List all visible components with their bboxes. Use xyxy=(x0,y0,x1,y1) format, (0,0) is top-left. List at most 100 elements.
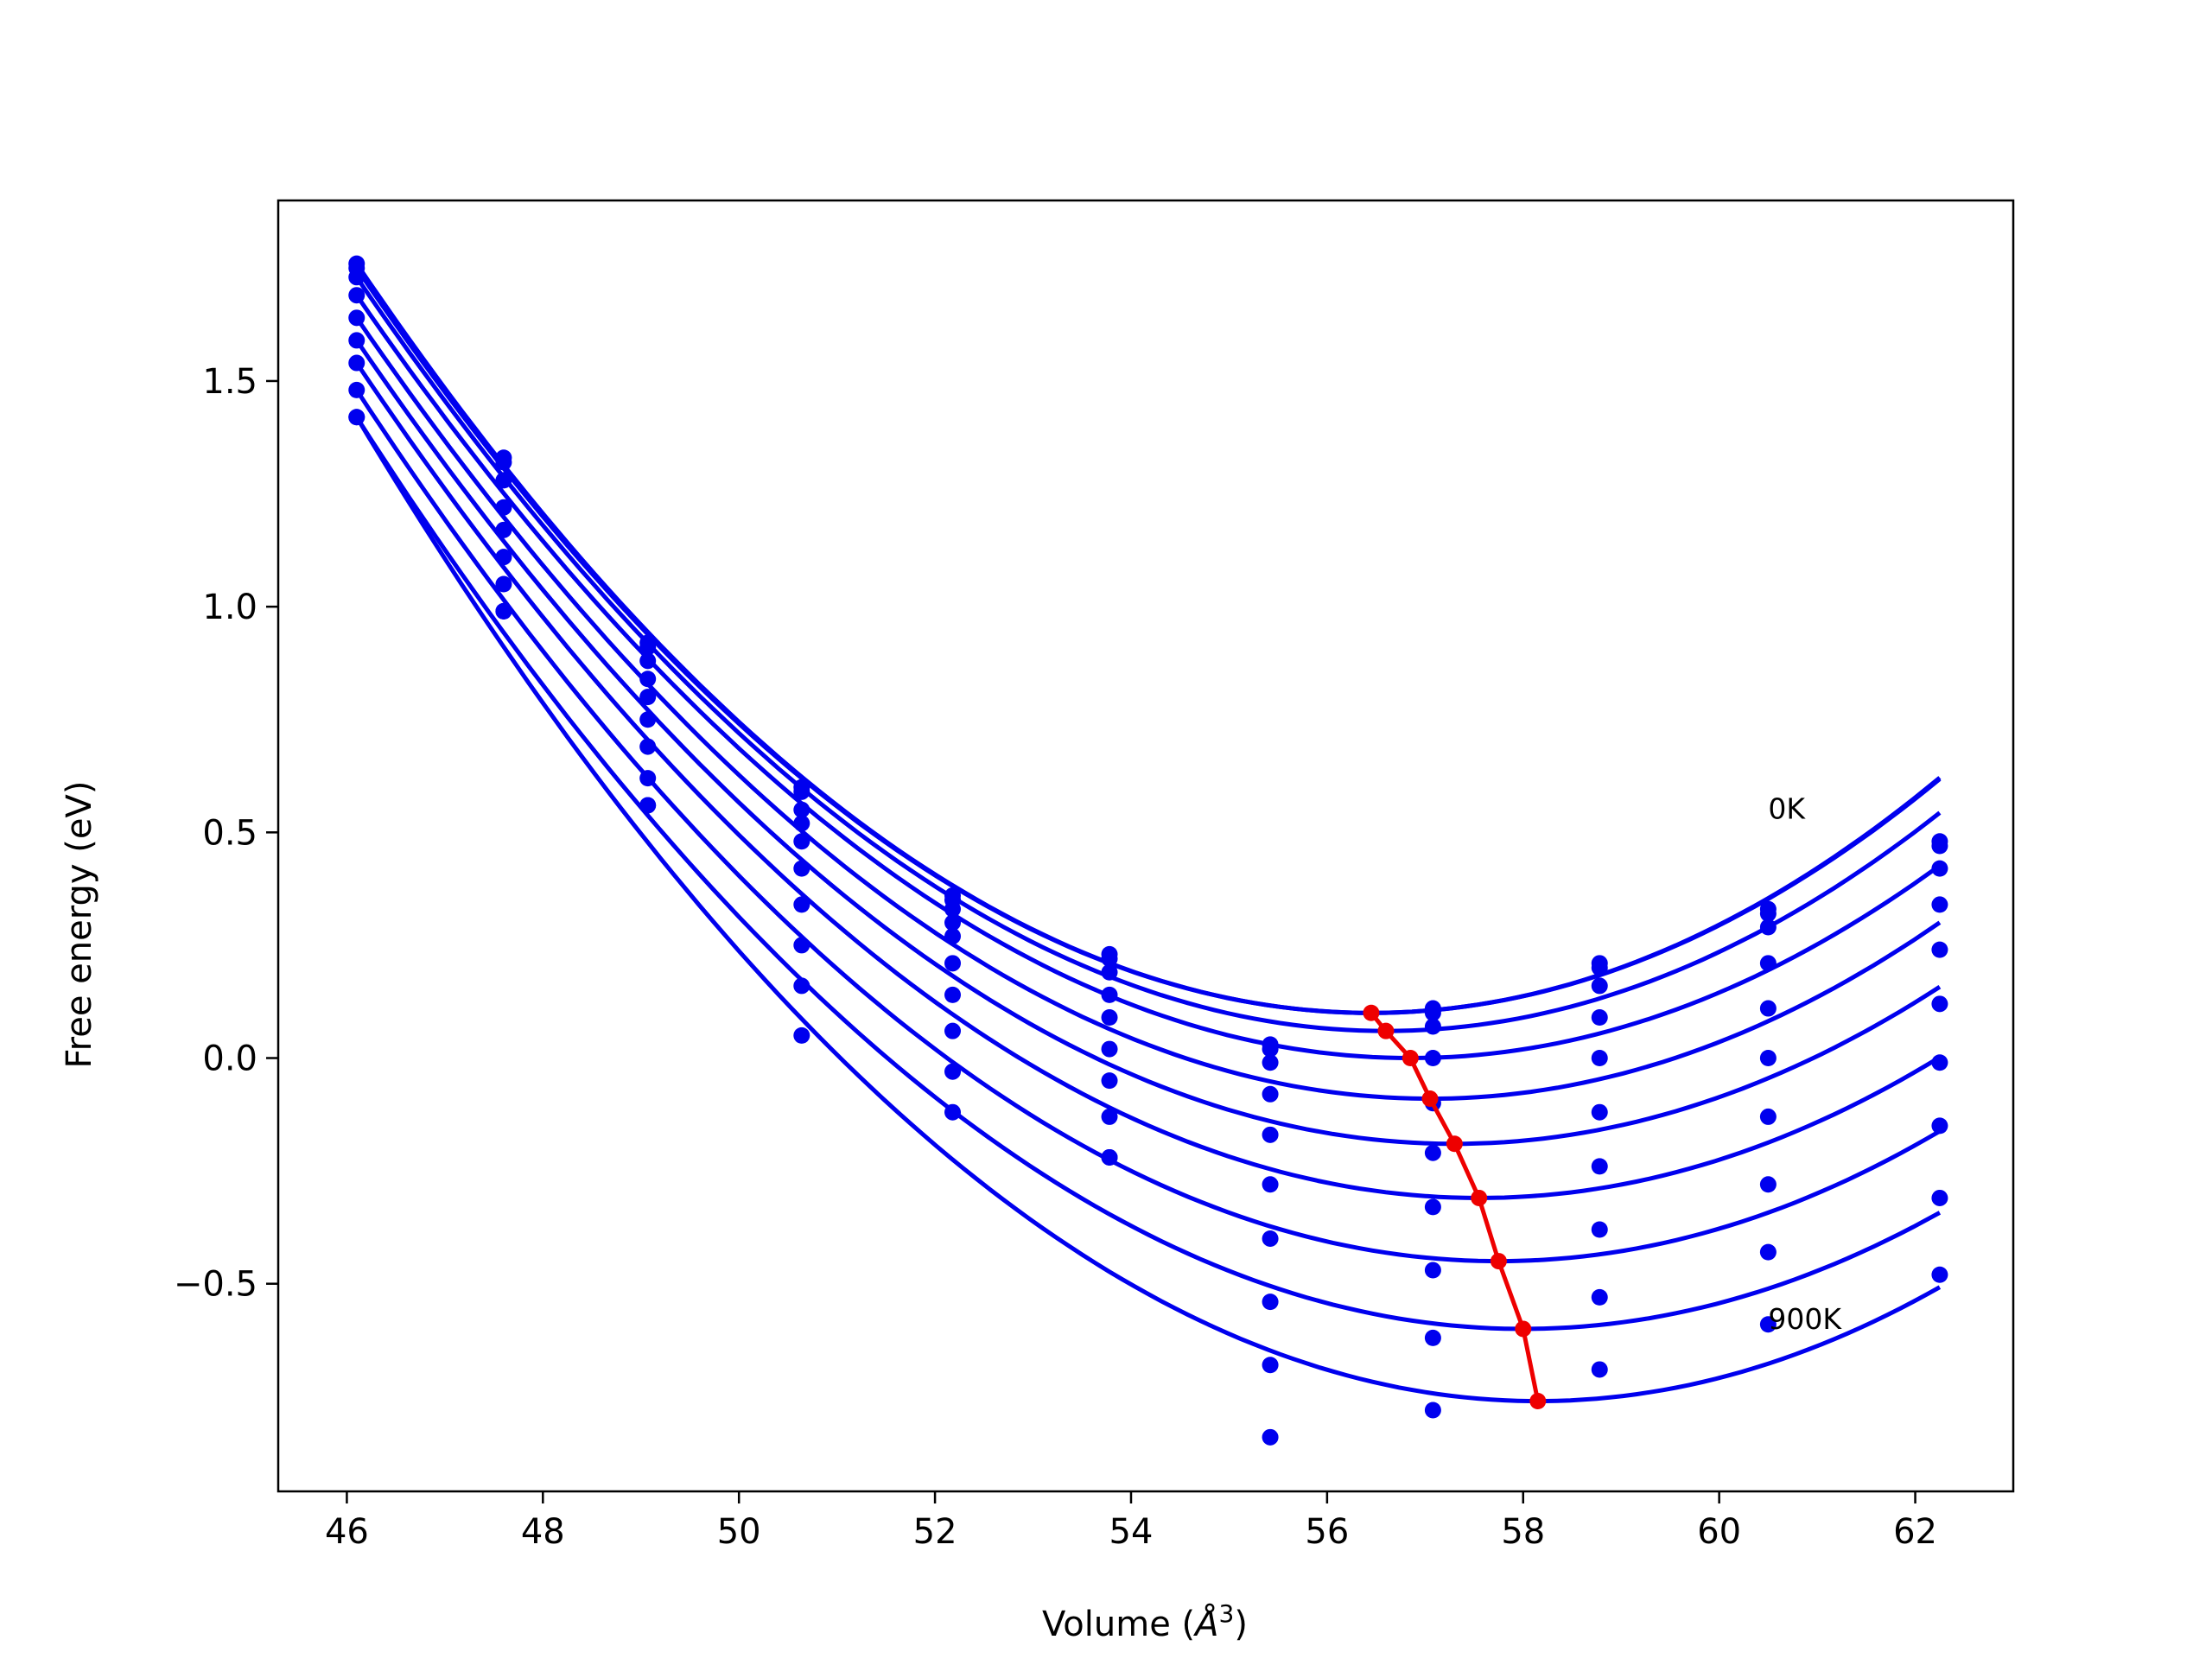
y-tick-label: 0.5 xyxy=(202,813,257,853)
data-point xyxy=(944,1022,962,1039)
x-tick-label: 60 xyxy=(1697,1512,1741,1552)
data-point xyxy=(793,815,810,832)
fit-curve xyxy=(354,294,1942,1061)
data-point xyxy=(1759,918,1777,936)
data-point xyxy=(944,914,962,931)
data-point xyxy=(1591,1158,1608,1175)
data-point xyxy=(793,801,810,818)
minimum-point xyxy=(1471,1189,1488,1206)
data-point xyxy=(1759,1000,1777,1017)
data-point xyxy=(1931,941,1948,958)
data-point xyxy=(639,689,657,706)
data-point xyxy=(1591,1050,1608,1067)
x-axis-label: Volume (Å3) xyxy=(1042,1599,1248,1644)
x-tick-label: 48 xyxy=(521,1512,565,1552)
data-point xyxy=(639,738,657,755)
minimum-point xyxy=(1377,1022,1395,1039)
x-tick-label: 54 xyxy=(1109,1512,1154,1552)
y-tick-label: 1.0 xyxy=(202,588,257,627)
data-point xyxy=(348,381,365,398)
data-point xyxy=(348,309,365,327)
x-tick-label: 56 xyxy=(1305,1512,1349,1552)
data-point xyxy=(1591,959,1608,976)
fit-curve xyxy=(354,416,1942,1332)
fit-curve xyxy=(354,339,1942,1147)
data-point xyxy=(495,549,512,566)
data-point xyxy=(639,639,657,656)
data-point xyxy=(1591,1009,1608,1027)
data-point xyxy=(1591,1361,1608,1378)
minimum-point xyxy=(1446,1135,1463,1153)
data-point xyxy=(1424,1004,1441,1021)
fit-curve xyxy=(354,276,1942,1033)
annotations: 0K 900K xyxy=(1768,792,1842,1336)
data-point xyxy=(495,575,512,593)
data-point xyxy=(1931,995,1948,1013)
data-point xyxy=(1424,1262,1441,1279)
data-point xyxy=(639,797,657,814)
fit-curve xyxy=(354,416,1942,1403)
data-point xyxy=(348,287,365,304)
data-point xyxy=(1591,1288,1608,1306)
data-point xyxy=(944,900,962,918)
data-point xyxy=(639,711,657,728)
minimum-point xyxy=(1515,1320,1532,1338)
data-point xyxy=(944,927,962,944)
data-point xyxy=(1591,1221,1608,1238)
data-point xyxy=(1931,1189,1948,1206)
data-point xyxy=(1262,1126,1279,1143)
data-point xyxy=(1262,1054,1279,1071)
data-point xyxy=(793,937,810,954)
data-point xyxy=(1262,1357,1279,1374)
x-tick-label: 50 xyxy=(717,1512,761,1552)
data-point xyxy=(1101,1148,1118,1166)
data-point xyxy=(1759,1316,1777,1333)
data-point xyxy=(1101,1108,1118,1125)
data-point xyxy=(1262,1230,1279,1247)
minimum-point xyxy=(1490,1253,1507,1270)
fit-curve xyxy=(354,361,1942,1201)
data-point xyxy=(793,783,810,800)
data-point xyxy=(639,770,657,787)
y-tick-label: 0.0 xyxy=(202,1039,257,1079)
data-point xyxy=(944,1103,962,1121)
y-tick-label: 1.5 xyxy=(202,362,257,402)
data-point xyxy=(495,472,512,489)
data-point xyxy=(944,1063,962,1080)
data-point xyxy=(944,986,962,1003)
data-point xyxy=(495,454,512,471)
data-point xyxy=(1101,1040,1118,1058)
minimum-point xyxy=(1421,1090,1439,1108)
data-point xyxy=(1759,1050,1777,1067)
data-point xyxy=(1101,950,1118,968)
plot-area xyxy=(348,255,1948,1446)
data-point xyxy=(1262,1176,1279,1193)
data-point xyxy=(1424,1329,1441,1346)
data-point xyxy=(1101,1009,1118,1027)
minimum-point xyxy=(1529,1393,1547,1410)
data-point xyxy=(639,652,657,670)
data-point xyxy=(793,977,810,995)
data-point xyxy=(1931,860,1948,877)
data-point xyxy=(1101,986,1118,1003)
annotation-label: 900K xyxy=(1768,1302,1842,1336)
axes-frame xyxy=(276,199,2015,1493)
data-point xyxy=(348,332,365,349)
minimum-point xyxy=(1402,1050,1419,1067)
x-tick-label: 52 xyxy=(913,1512,957,1552)
data-point xyxy=(1759,955,1777,972)
data-point xyxy=(1424,1018,1441,1035)
x-tick-label: 46 xyxy=(325,1512,369,1552)
data-point xyxy=(495,499,512,516)
data-point xyxy=(1262,1294,1279,1311)
data-point xyxy=(1101,963,1118,981)
data-point xyxy=(495,521,512,538)
data-point xyxy=(793,833,810,850)
data-point xyxy=(1424,1050,1441,1067)
data-point xyxy=(1424,1144,1441,1161)
data-point xyxy=(793,1027,810,1044)
data-point xyxy=(495,602,512,620)
data-point xyxy=(639,671,657,688)
data-point xyxy=(1931,1117,1948,1135)
